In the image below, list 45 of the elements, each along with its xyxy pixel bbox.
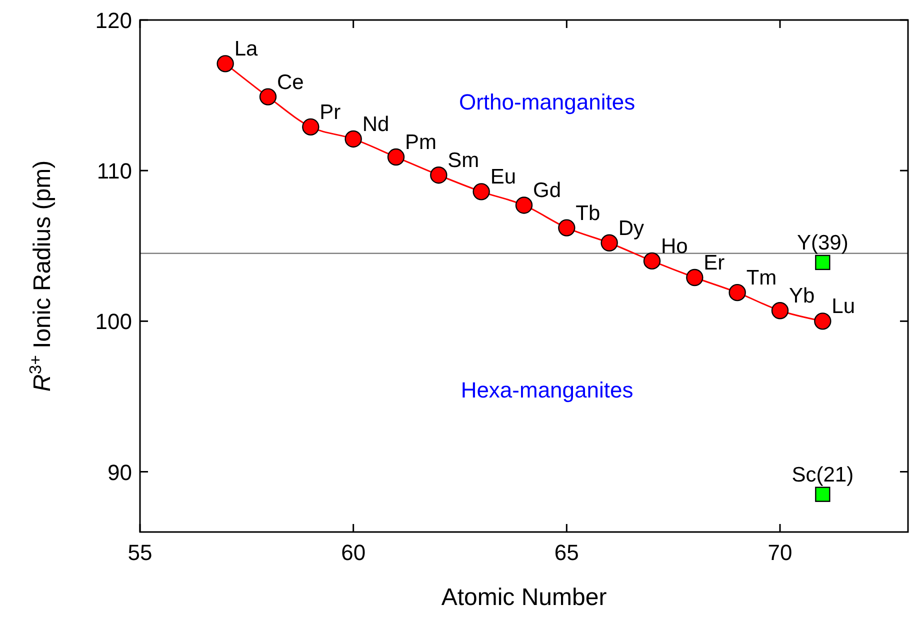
x-tick-label: 70 (768, 540, 792, 565)
x-tick-label: 55 (128, 540, 152, 565)
y-tick-label: 90 (108, 460, 132, 485)
annotation: Ortho-manganites (458, 89, 636, 114)
point (558, 219, 576, 236)
annotation: Pm (405, 131, 436, 154)
annotation: La (234, 38, 258, 61)
point (814, 312, 832, 330)
annotation: Sc(21) (792, 463, 854, 486)
annotation: Dy (618, 216, 644, 240)
annotation: Ce (277, 70, 304, 94)
x-axis-title: Atomic Number (441, 584, 607, 611)
point (815, 486, 830, 502)
annotation: Eu (490, 166, 516, 189)
point (771, 302, 789, 320)
point (815, 254, 830, 270)
point (600, 234, 618, 252)
point (686, 268, 704, 286)
annotation: Y(39) (796, 231, 848, 254)
point (344, 130, 362, 148)
x-tick-label: 65 (554, 540, 579, 565)
annotation: Pr (320, 100, 341, 124)
annotation: Lu (832, 295, 856, 318)
annotation: Nd (362, 112, 390, 136)
y-tick-label: 110 (96, 158, 132, 184)
y-tick-label: 100 (95, 309, 132, 334)
point (515, 196, 533, 214)
point (728, 284, 746, 302)
point (472, 183, 490, 200)
point (302, 118, 320, 136)
x-tick-label: 60 (341, 540, 366, 565)
point (259, 88, 277, 106)
point (387, 148, 405, 166)
annotation: Hexa-manganites (460, 377, 634, 402)
y-tick-label: 120 (95, 8, 132, 33)
point (430, 166, 448, 184)
annotation: Tm (746, 266, 777, 290)
annotation: Yb (789, 284, 815, 308)
point (216, 55, 234, 72)
annotation: Tb (576, 202, 600, 225)
annotation: Ho (661, 234, 688, 258)
annotation: Gd (533, 179, 562, 202)
point (643, 252, 661, 270)
annotation: Er (704, 252, 725, 275)
annotation: Sm (448, 149, 480, 172)
